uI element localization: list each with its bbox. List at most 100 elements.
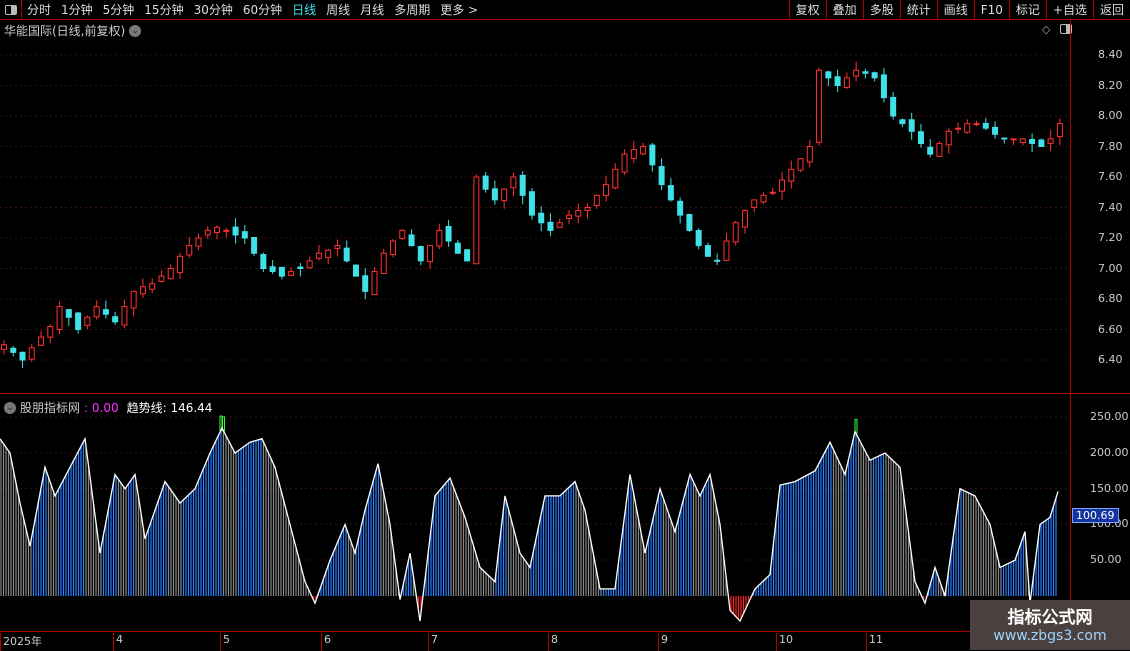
indicator-name: 股朋指标网 [20, 401, 81, 415]
candle-body [121, 306, 128, 326]
candle-body [1038, 139, 1045, 148]
candle-body [519, 174, 526, 196]
candle-body [667, 185, 674, 201]
candle-body [704, 245, 711, 257]
date-label: 11 [866, 633, 883, 651]
tool-button[interactable]: 多股 [862, 0, 900, 20]
candle-body [1019, 138, 1026, 144]
candle-body [1056, 123, 1063, 138]
candle-body [362, 275, 369, 292]
toggle-panel-button[interactable] [0, 0, 22, 20]
indicator-tick: 50.00 [1090, 553, 1122, 566]
candle-body [473, 176, 480, 265]
watermark-url: www.zbgs3.com [993, 628, 1107, 644]
candle-body [306, 260, 313, 269]
candle-body [176, 255, 183, 274]
candle-body [399, 229, 406, 239]
candle-body [84, 316, 91, 326]
price-tick: 8.20 [1098, 78, 1123, 92]
candle-body [427, 245, 434, 263]
candle-body [436, 229, 443, 247]
price-tick: 7.60 [1098, 170, 1123, 183]
candle-body [102, 309, 109, 315]
candle-body [732, 222, 739, 243]
period-tab[interactable]: 更多 > [440, 3, 479, 17]
tool-button[interactable]: 统计 [899, 0, 937, 20]
candle-body [621, 153, 628, 173]
tool-button[interactable]: 返回 [1092, 0, 1130, 20]
period-tab[interactable]: 多周期 [394, 3, 431, 17]
candle-body [955, 127, 962, 130]
candle-body [816, 69, 823, 143]
tool-button[interactable]: 标记 [1008, 0, 1046, 20]
candle-body [547, 221, 554, 231]
candle-body [649, 144, 656, 166]
candle-body [1001, 137, 1008, 140]
candle-body [751, 199, 758, 208]
chevron-down-icon[interactable]: ⌄ [4, 401, 16, 414]
candle-body [741, 210, 748, 228]
candle-body [186, 245, 193, 256]
period-tab[interactable]: 60分钟 [242, 3, 283, 17]
tool-button[interactable]: 叠加 [825, 0, 863, 20]
candle-body [769, 191, 776, 194]
candle-body [1029, 138, 1036, 144]
candle-body [269, 266, 276, 273]
indicator-value: : 0.00 [84, 400, 119, 415]
candle-body [112, 316, 119, 323]
candle-body [1047, 138, 1054, 144]
price-tick: 8.00 [1098, 109, 1123, 122]
indicator-tick: 250.00 [1090, 410, 1129, 423]
tool-button[interactable]: F10 [973, 0, 1009, 20]
candle-body [288, 271, 295, 276]
candle-body [945, 130, 952, 146]
date-label: 7 [428, 633, 438, 651]
period-tab[interactable]: 1分钟 [61, 3, 93, 17]
panel-icon[interactable] [1060, 24, 1072, 34]
candle-body [575, 210, 582, 217]
candle-body [714, 259, 721, 262]
period-tab[interactable]: 日线 [292, 3, 317, 17]
period-tab[interactable]: 5分钟 [102, 3, 135, 17]
tool-button[interactable]: +自选 [1045, 0, 1093, 20]
chart-title: 华能国际(日线,前复权) ⌄ [4, 22, 142, 39]
period-tab[interactable]: 月线 [360, 3, 385, 17]
candle-body [760, 194, 767, 203]
price-tick: 7.40 [1098, 200, 1123, 214]
candle-body [871, 72, 878, 79]
tool-button[interactable]: 画线 [936, 0, 974, 20]
candle-body [214, 226, 221, 234]
candle-body [19, 351, 26, 361]
candle-body [779, 179, 786, 192]
candle-body [658, 166, 665, 186]
tool-button[interactable]: 复权 [788, 0, 826, 20]
candle-body [1, 344, 7, 350]
candle-body [10, 347, 17, 353]
candle-body [936, 142, 943, 157]
candle-body [380, 252, 387, 275]
candle-body [241, 231, 248, 239]
candle-body [797, 158, 804, 171]
candle-body [251, 237, 258, 254]
period-tab[interactable]: 15分钟 [144, 3, 184, 17]
candle-body [973, 123, 980, 126]
period-tab[interactable]: 分时 [27, 3, 52, 17]
candle-body [528, 191, 535, 216]
price-tick: 7.80 [1098, 139, 1123, 153]
period-tab[interactable]: 周线 [326, 3, 351, 17]
candle-body [195, 237, 202, 247]
panel-divider [0, 393, 1130, 394]
diamond-icon[interactable]: ◇ [1042, 23, 1051, 36]
candle-body [130, 290, 137, 309]
candle-body [297, 266, 304, 270]
candle-body [278, 266, 285, 277]
period-tab[interactable]: 30分钟 [193, 3, 233, 17]
date-label: 5 [220, 633, 230, 651]
trend-line-value: 趋势线: 146.44 [126, 401, 213, 415]
price-tick: 6.40 [1098, 353, 1123, 366]
chevron-down-icon[interactable]: ⌄ [129, 24, 142, 37]
candle-body [927, 146, 934, 155]
candle-body [232, 226, 239, 236]
candle-body [584, 207, 591, 212]
watermark-title: 指标公式网 [1007, 608, 1093, 628]
